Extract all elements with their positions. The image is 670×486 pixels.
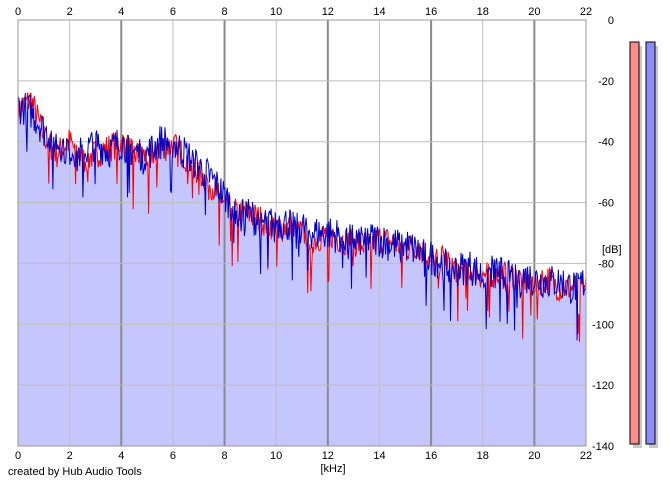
level-meter-left (629, 41, 640, 445)
y-tick-label: -120 (592, 380, 614, 392)
x-axis-label: [kHz] (320, 463, 345, 475)
x-tick-label-bottom: 8 (221, 450, 227, 462)
x-tick-label-bottom: 12 (322, 450, 334, 462)
x-tick-label-bottom: 2 (67, 450, 73, 462)
x-tick-label-top: 20 (528, 6, 540, 18)
level-meter-right (645, 41, 656, 445)
x-tick-label-bottom: 4 (118, 450, 124, 462)
x-tick-label-top: 18 (477, 6, 489, 18)
x-tick-label-bottom: 14 (373, 450, 385, 462)
y-tick-label: -100 (592, 319, 614, 331)
x-tick-label-top: 6 (170, 6, 176, 18)
x-tick-label-bottom: 0 (15, 450, 21, 462)
y-tick-label: -60 (598, 198, 614, 210)
x-tick-label-bottom: 6 (170, 450, 176, 462)
x-tick-label-top: 8 (221, 6, 227, 18)
y-tick-label: -80 (598, 258, 614, 270)
x-tick-label-top: 10 (270, 6, 282, 18)
x-tick-label-bottom: 16 (425, 450, 437, 462)
x-tick-label-bottom: 22 (580, 450, 592, 462)
spectrum-fill-area (18, 92, 586, 446)
series-line-right (17, 92, 587, 341)
x-tick-label-bottom: 10 (270, 450, 282, 462)
x-tick-label-top: 2 (67, 6, 73, 18)
x-tick-label-bottom: 18 (477, 450, 489, 462)
x-tick-label-top: 0 (15, 6, 21, 18)
y-tick-label: -40 (598, 137, 614, 149)
x-tick-label-top: 12 (322, 6, 334, 18)
y-tick-label: -20 (598, 76, 614, 88)
x-tick-label-top: 4 (118, 6, 124, 18)
y-tick-label: 0 (608, 15, 614, 27)
y-tick-label: -140 (592, 441, 614, 453)
x-tick-label-top: 14 (373, 6, 385, 18)
y-axis-label: [dB] (602, 244, 622, 256)
x-tick-label-top: 22 (580, 6, 592, 18)
credit-text: created by Hub Audio Tools (8, 466, 142, 478)
x-tick-label-top: 16 (425, 6, 437, 18)
x-tick-label-bottom: 20 (528, 450, 540, 462)
plot-border (17, 19, 587, 447)
